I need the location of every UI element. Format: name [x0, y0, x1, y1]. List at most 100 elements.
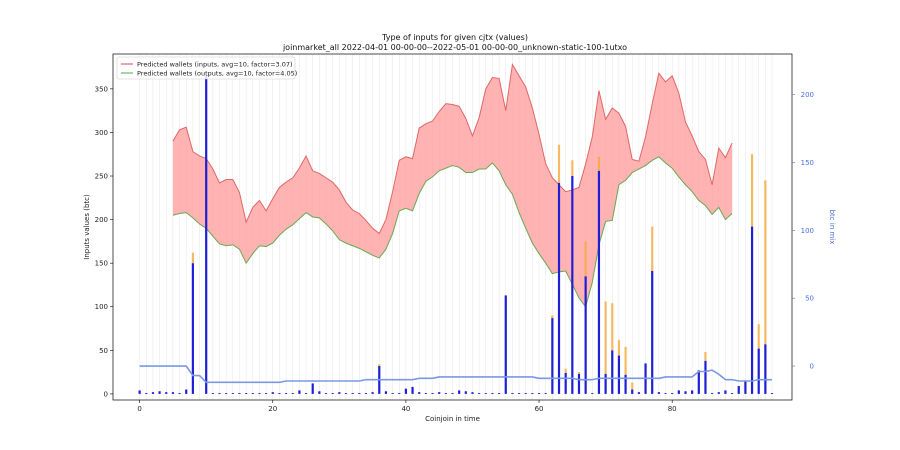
bar — [764, 344, 767, 394]
bar — [251, 393, 254, 394]
bar-top — [757, 324, 760, 349]
bar — [770, 393, 774, 394]
y2-tick-label: 0 — [810, 363, 814, 371]
bar-top — [551, 315, 554, 319]
bar — [711, 393, 714, 394]
bar-top — [604, 301, 607, 374]
plot-area — [138, 54, 774, 400]
x-tick-label: 0 — [137, 405, 141, 413]
bar — [624, 374, 627, 394]
bar — [737, 386, 740, 394]
bar — [431, 393, 434, 394]
bar — [265, 393, 268, 394]
bar — [524, 393, 527, 394]
bar-top — [557, 144, 561, 183]
bar — [344, 393, 348, 394]
bar — [684, 391, 687, 394]
bar — [531, 393, 534, 394]
bar — [551, 318, 554, 394]
bar-top — [704, 352, 707, 361]
series-line-inputs — [172, 62, 733, 235]
bar — [384, 391, 388, 394]
prediction-band — [172, 64, 733, 307]
bar — [205, 75, 208, 394]
bar — [517, 393, 521, 394]
bar — [631, 389, 634, 394]
bar — [444, 393, 447, 394]
title: Type of inputs for given cjtx (values) — [381, 33, 528, 42]
legend: Predicted wallets (inputs, avg=10, facto… — [116, 56, 297, 80]
bar-top — [651, 226, 654, 272]
bar — [724, 390, 727, 394]
bar — [284, 393, 288, 394]
bar — [478, 393, 481, 394]
bar — [491, 393, 494, 394]
bar — [211, 393, 214, 394]
bar — [391, 393, 394, 394]
bar — [418, 392, 421, 394]
bar — [411, 386, 414, 394]
bar — [178, 393, 181, 394]
y-tick-label: 0 — [104, 390, 108, 398]
y-axis-label: Inputs values (btc) — [83, 194, 91, 260]
bar-top — [571, 160, 574, 177]
bar — [451, 393, 454, 394]
bar — [371, 392, 374, 394]
bar — [611, 350, 614, 394]
series-line-outputs — [172, 156, 733, 308]
bar — [704, 360, 707, 394]
bar-top — [624, 346, 627, 375]
bar — [145, 393, 148, 394]
bar — [458, 390, 461, 394]
y2-tick-label: 200 — [801, 91, 814, 99]
bar — [537, 393, 541, 394]
bar-top — [611, 303, 614, 351]
legend-label: Predicted wallets (inputs, avg=10, facto… — [137, 60, 293, 68]
bar — [338, 392, 341, 394]
bar — [245, 393, 248, 394]
x-tick-label: 40 — [401, 405, 410, 413]
bar — [730, 393, 734, 394]
y-tick-label: 250 — [95, 173, 108, 181]
bar-top — [617, 339, 621, 356]
x-tick-label: 20 — [268, 405, 277, 413]
bar — [571, 176, 574, 394]
bar — [511, 393, 514, 394]
bar — [597, 170, 601, 394]
y-tick-label: 200 — [95, 216, 108, 224]
bar-top — [750, 154, 754, 227]
bar — [351, 393, 354, 394]
bar — [604, 373, 607, 394]
bar — [544, 393, 547, 394]
bar — [318, 391, 321, 394]
axes: 0 20 40 60 80 0 50 100 150 200 250 300 350 0 50 100 150 2… — [95, 53, 814, 413]
bar — [564, 372, 567, 394]
bar — [651, 271, 654, 394]
bar — [584, 276, 587, 394]
y-tick-label: 50 — [99, 347, 108, 355]
legend-box — [116, 56, 296, 80]
bar — [225, 393, 228, 394]
y-tick-label: 100 — [95, 303, 108, 311]
bar — [324, 393, 328, 394]
bar — [677, 390, 680, 394]
bar — [165, 392, 168, 394]
bar-top — [764, 180, 767, 345]
bar — [717, 392, 720, 394]
legend-label: Predicted wallets (outputs, avg=10, fact… — [137, 69, 297, 77]
bar — [497, 393, 501, 394]
bar — [364, 393, 368, 394]
bar — [291, 393, 294, 394]
bar — [591, 393, 594, 394]
bar — [664, 393, 667, 394]
bar — [191, 263, 194, 394]
bar — [185, 389, 188, 394]
bar — [617, 355, 621, 394]
bar — [238, 393, 241, 394]
x-tick-label: 80 — [668, 405, 677, 413]
bar-top — [378, 364, 381, 367]
bar — [577, 373, 581, 394]
y2-axis-label: btc in mix — [828, 210, 836, 245]
bar — [504, 295, 507, 394]
